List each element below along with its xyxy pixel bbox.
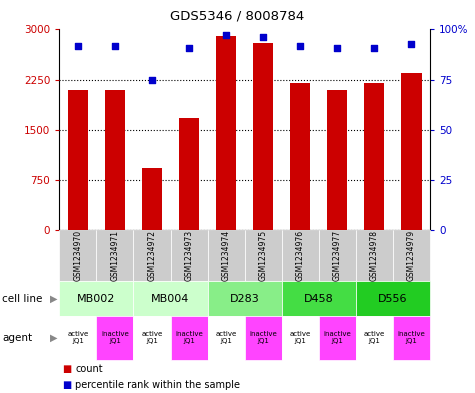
Text: active
JQ1: active JQ1 — [216, 331, 237, 345]
Text: active
JQ1: active JQ1 — [142, 331, 162, 345]
Text: count: count — [75, 364, 103, 375]
Text: GSM1234974: GSM1234974 — [222, 230, 230, 281]
Text: ▶: ▶ — [50, 333, 57, 343]
Point — [111, 42, 119, 49]
Text: GSM1234972: GSM1234972 — [148, 230, 156, 281]
Text: GSM1234970: GSM1234970 — [74, 230, 82, 281]
Bar — [68, 90, 88, 230]
Point — [74, 42, 82, 49]
Text: inactive
JQ1: inactive JQ1 — [323, 331, 351, 345]
Bar — [327, 90, 347, 230]
Text: ■: ■ — [62, 364, 71, 375]
Text: percentile rank within the sample: percentile rank within the sample — [75, 380, 240, 390]
Text: MB002: MB002 — [77, 294, 115, 304]
Point — [259, 34, 267, 40]
Text: inactive
JQ1: inactive JQ1 — [249, 331, 277, 345]
Text: D556: D556 — [378, 294, 408, 304]
Text: GSM1234976: GSM1234976 — [296, 230, 304, 281]
Point — [222, 32, 230, 39]
Bar — [216, 36, 236, 230]
Text: GSM1234975: GSM1234975 — [259, 230, 267, 281]
Text: GSM1234971: GSM1234971 — [111, 230, 119, 281]
Text: ■: ■ — [62, 380, 71, 390]
Text: GSM1234978: GSM1234978 — [370, 230, 379, 281]
Text: cell line: cell line — [2, 294, 43, 304]
Text: ▶: ▶ — [50, 294, 57, 304]
Point — [148, 76, 156, 83]
Bar — [253, 43, 273, 230]
Text: active
JQ1: active JQ1 — [290, 331, 311, 345]
Point — [333, 44, 341, 51]
Text: GSM1234977: GSM1234977 — [333, 230, 342, 281]
Text: agent: agent — [2, 333, 32, 343]
Point — [296, 42, 304, 49]
Text: active
JQ1: active JQ1 — [67, 331, 88, 345]
Text: inactive
JQ1: inactive JQ1 — [398, 331, 425, 345]
Point — [185, 44, 193, 51]
Bar — [142, 169, 162, 230]
Text: D458: D458 — [304, 294, 333, 304]
Text: GSM1234979: GSM1234979 — [407, 230, 416, 281]
Point — [370, 44, 378, 51]
Text: active
JQ1: active JQ1 — [364, 331, 385, 345]
Bar — [105, 90, 125, 230]
Text: GDS5346 / 8008784: GDS5346 / 8008784 — [171, 10, 304, 23]
Text: GSM1234973: GSM1234973 — [185, 230, 193, 281]
Text: D283: D283 — [230, 294, 259, 304]
Bar — [179, 118, 199, 230]
Point — [408, 40, 415, 47]
Bar — [401, 73, 421, 230]
Bar — [290, 83, 310, 230]
Text: inactive
JQ1: inactive JQ1 — [101, 331, 129, 345]
Bar — [364, 83, 384, 230]
Text: inactive
JQ1: inactive JQ1 — [175, 331, 203, 345]
Text: MB004: MB004 — [152, 294, 190, 304]
